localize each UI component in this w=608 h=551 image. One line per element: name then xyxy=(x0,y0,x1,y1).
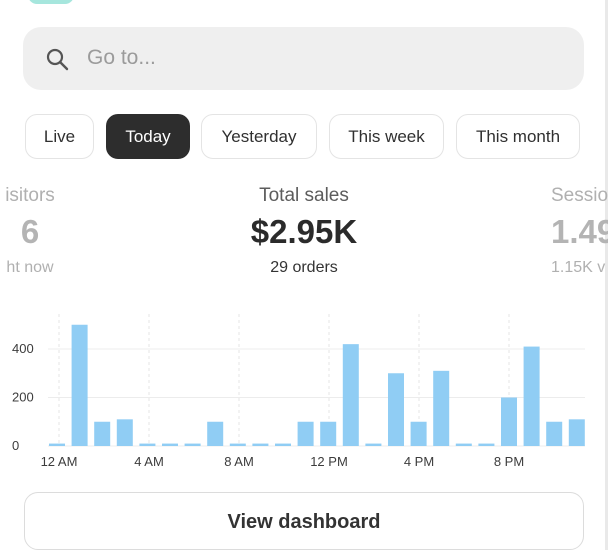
chart-bar[interactable] xyxy=(139,443,156,446)
stat-sessions-sub: 1.15K v xyxy=(551,259,606,276)
chart-bar[interactable] xyxy=(365,443,382,446)
y-tick-label: 200 xyxy=(12,390,34,405)
stat-sales-label: Total sales xyxy=(259,185,349,206)
chart-bar[interactable] xyxy=(275,443,291,446)
chart-bar[interactable] xyxy=(94,421,111,446)
chart-bar[interactable] xyxy=(207,421,224,446)
stat-sessions-value: 1.49 xyxy=(551,213,608,250)
chart-bar[interactable] xyxy=(162,443,178,446)
app-header-accent xyxy=(28,0,74,4)
stat-sales-orders: 29 orders xyxy=(270,259,338,276)
search-placeholder: Go to... xyxy=(87,46,156,69)
y-tick-label: 400 xyxy=(12,341,34,356)
chart-bar[interactable] xyxy=(455,443,472,446)
chart-bar[interactable] xyxy=(388,373,404,446)
chart-bar[interactable] xyxy=(523,346,540,446)
x-tick-label: 12 AM xyxy=(41,454,78,469)
x-tick-label: 8 AM xyxy=(224,454,254,469)
chart-bar[interactable] xyxy=(342,344,359,446)
sales-bar-chart: 0 200 400 12 AM 4 AM 8 AM 12 PM 4 PM 8 PM xyxy=(12,314,585,469)
scroll-edge xyxy=(605,0,608,550)
chart-bar[interactable] xyxy=(433,370,450,446)
chart-bar[interactable] xyxy=(116,419,133,446)
stat-visitors-label: isitors xyxy=(5,185,55,206)
stat-total-sales[interactable]: Total sales $2.95K 29 orders xyxy=(204,185,404,277)
chart-bar[interactable] xyxy=(478,443,495,446)
chart-bar[interactable] xyxy=(410,421,427,446)
stat-sessions[interactable]: Sessio 1.49 1.15K v xyxy=(551,185,608,277)
x-tick-label: 8 PM xyxy=(494,454,524,469)
filter-this-month[interactable]: This month xyxy=(456,114,580,159)
chart-bar[interactable] xyxy=(568,419,585,446)
x-tick-label: 4 PM xyxy=(404,454,434,469)
filter-live[interactable]: Live xyxy=(25,114,94,159)
chart-bar[interactable] xyxy=(320,421,337,446)
chart-bar[interactable] xyxy=(297,421,314,446)
x-tick-label: 12 PM xyxy=(310,454,348,469)
chart-bar[interactable] xyxy=(252,443,269,446)
chart-bar[interactable] xyxy=(49,443,65,446)
chart-bar[interactable] xyxy=(546,421,563,446)
view-dashboard-button[interactable]: View dashboard xyxy=(24,492,584,550)
search-bar[interactable]: Go to... xyxy=(23,27,584,90)
stat-visitors-value: 6 xyxy=(20,213,40,250)
filter-today[interactable]: Today xyxy=(106,114,190,159)
chart-bar[interactable] xyxy=(501,397,517,447)
chart-bar[interactable] xyxy=(71,324,88,446)
stat-sales-value: $2.95K xyxy=(250,213,358,250)
chart-bar[interactable] xyxy=(229,443,246,446)
y-tick-label: 0 xyxy=(12,438,19,453)
stat-sessions-label: Sessio xyxy=(551,185,608,206)
stat-visitors[interactable]: isitors 6 ht now xyxy=(0,185,100,277)
filter-this-week[interactable]: This week xyxy=(329,114,444,159)
x-tick-label: 4 AM xyxy=(134,454,164,469)
search-icon xyxy=(46,48,69,71)
chart-bar[interactable] xyxy=(184,443,201,446)
filter-yesterday[interactable]: Yesterday xyxy=(201,114,317,159)
stat-visitors-sub: ht now xyxy=(6,259,54,276)
